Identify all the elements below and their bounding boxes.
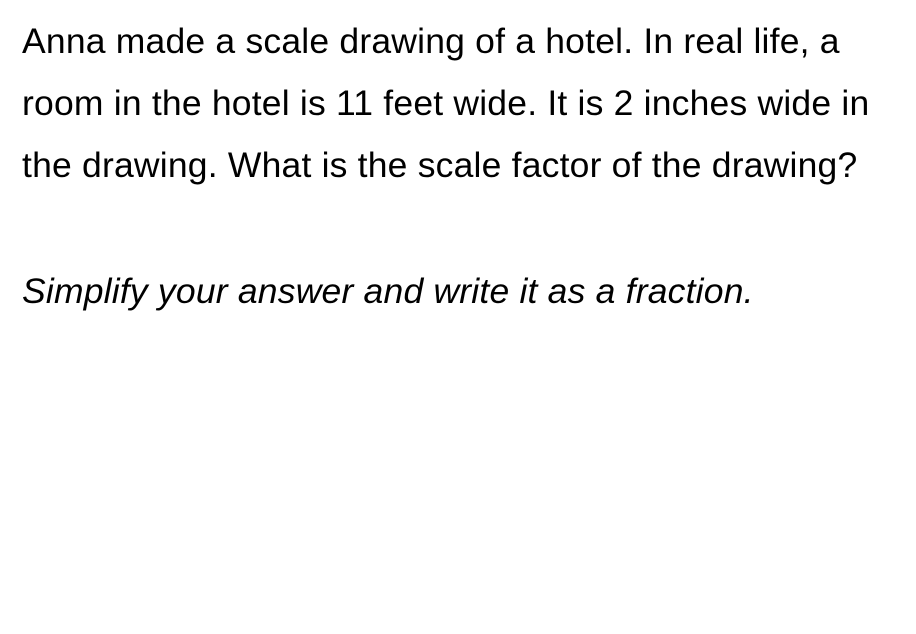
instruction-text: Simplify your answer and write it as a f… [22,260,902,322]
problem-container: Anna made a scale drawing of a hotel. In… [0,0,916,322]
problem-text: Anna made a scale drawing of a hotel. In… [22,10,902,197]
